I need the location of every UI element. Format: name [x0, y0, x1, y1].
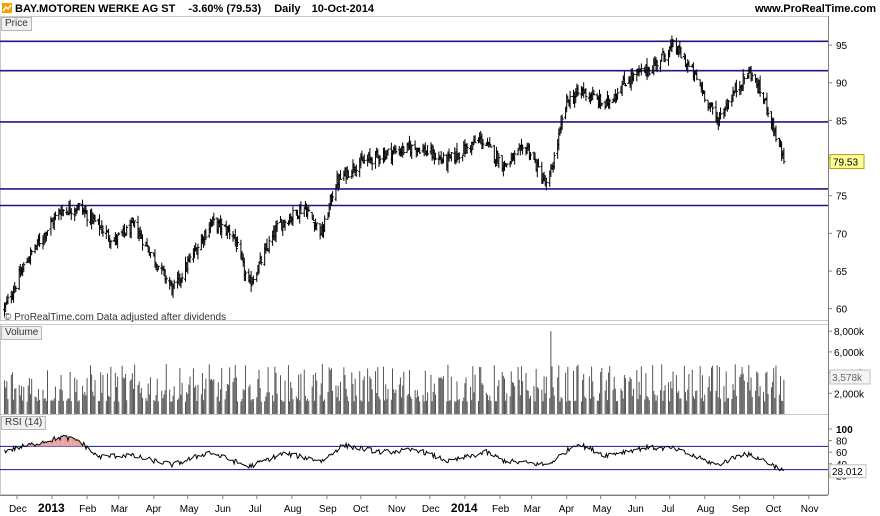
- x-axis-label: Sep: [319, 504, 337, 515]
- rsi-pane-frame: [0, 414, 829, 495]
- x-axis-label: Feb: [79, 504, 97, 515]
- rsi-overbought-fill: [63, 435, 67, 447]
- rsi-overbought-fill: [78, 440, 80, 447]
- rsi-axis-label: 60: [836, 448, 848, 459]
- volume-axis-label: 6,000k: [834, 348, 865, 359]
- price-change: -3.60% (79.53): [188, 3, 262, 15]
- x-axis-label: Jun: [215, 504, 231, 515]
- price-axis-label: 70: [836, 229, 848, 240]
- rsi-overbought-fill: [53, 436, 55, 447]
- rsi-overbought-fill: [45, 441, 47, 447]
- rsi-overbought-fill: [50, 441, 53, 447]
- date-label: 10-Oct-2014: [311, 3, 374, 15]
- rsi-axis-label: 80: [836, 437, 848, 448]
- x-axis-label: May: [593, 504, 612, 515]
- x-axis-label: Dec: [422, 504, 440, 515]
- interval-label: Daily: [274, 3, 301, 15]
- site-link[interactable]: www.ProRealTime.com: [754, 3, 876, 15]
- chart-header: BAY.MOTOREN WERKE AG ST -3.60% (79.53) D…: [15, 3, 374, 15]
- price-bars: [3, 35, 786, 317]
- rsi-overbought-fill: [70, 436, 72, 447]
- last-volume-label: 3,578k: [832, 373, 863, 384]
- x-axis-label: Mar: [111, 504, 129, 515]
- price-pane-label[interactable]: Price: [1, 17, 32, 31]
- rsi-line: [4, 434, 785, 472]
- rsi-overbought-fill: [76, 439, 79, 447]
- last-price-box: [829, 154, 865, 170]
- instrument-title: BAY.MOTOREN WERKE AG ST: [15, 3, 176, 15]
- x-axis-label: Nov: [388, 504, 406, 515]
- last-volume-box: [829, 369, 871, 385]
- x-axis-label: Dec: [9, 504, 27, 515]
- price-axis-label: 95: [836, 41, 848, 52]
- x-axis-label: Aug: [284, 504, 302, 515]
- x-axis-label: 2014: [451, 501, 478, 515]
- x-axis-label: Oct: [353, 504, 369, 515]
- price-axis-label: 85: [836, 116, 848, 127]
- volume-axis-label: 8,000k: [834, 327, 865, 338]
- x-axis-label: Aug: [697, 504, 715, 515]
- rsi-overbought-fill: [75, 439, 77, 447]
- prorealtime-logo-icon: [2, 3, 12, 13]
- last-rsi-box: [829, 464, 867, 479]
- x-axis-label: Jul: [662, 504, 675, 515]
- volume-bars: [4, 331, 785, 414]
- price-pane-frame: [0, 16, 829, 321]
- price-axis-label: 65: [836, 267, 848, 278]
- rsi-overbought-fill: [61, 436, 63, 447]
- x-axis-label: Jun: [628, 504, 644, 515]
- last-rsi-label: 28.012: [832, 467, 863, 478]
- x-axis-label: Apr: [146, 504, 162, 515]
- rsi-overbought-fill: [62, 435, 64, 447]
- rsi-axis-label: 100: [836, 425, 853, 436]
- x-axis-label: Mar: [524, 504, 542, 515]
- x-axis-label: Feb: [492, 504, 510, 515]
- price-axis-label: 60: [836, 305, 848, 316]
- volume-pane-label[interactable]: Volume: [1, 326, 43, 340]
- rsi-overbought-fill: [47, 441, 51, 447]
- x-axis-label: Jul: [249, 504, 262, 515]
- x-axis-label: Nov: [801, 504, 819, 515]
- x-axis-label: Oct: [766, 504, 782, 515]
- price-axis-label: 75: [836, 192, 848, 203]
- rsi-pane-label[interactable]: RSI (14): [1, 416, 47, 430]
- x-axis-label: 2013: [38, 501, 65, 515]
- x-axis-label: Sep: [732, 504, 750, 515]
- volume-axis-label: 2,000k: [834, 389, 865, 400]
- price-axis-label: 90: [836, 79, 848, 90]
- x-axis-label: Apr: [559, 504, 575, 515]
- watermark-text: © ProRealTime.com Data adjusted after di…: [4, 312, 227, 323]
- rsi-overbought-fill: [55, 437, 59, 447]
- x-axis-label: May: [180, 504, 199, 515]
- rsi-overbought-fill: [74, 438, 76, 447]
- rsi-overbought-fill: [71, 436, 75, 447]
- rsi-overbought-fill: [69, 436, 71, 447]
- last-price-label: 79.53: [833, 158, 858, 169]
